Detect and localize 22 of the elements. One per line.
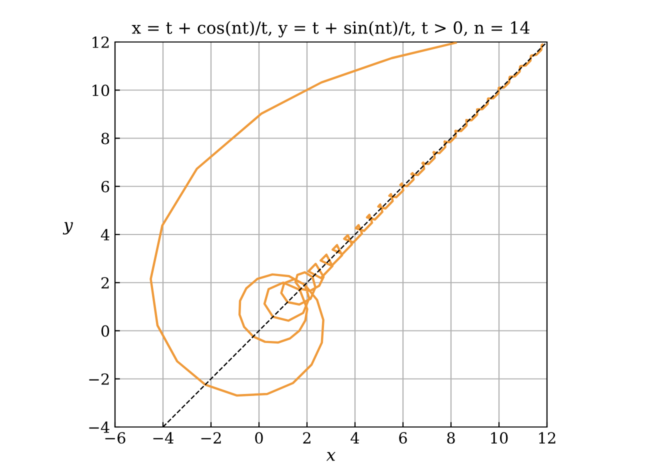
x-tick-label: 12 xyxy=(539,432,556,444)
x-axis-title: x xyxy=(326,452,336,461)
x-tick-label: 10 xyxy=(491,432,508,444)
y-tick-label: 8 xyxy=(101,132,110,144)
y-axis-title: y xyxy=(62,222,74,234)
x-tick-label: −6 xyxy=(105,432,126,444)
y-tick-label: 4 xyxy=(100,228,110,240)
x-tick-label: 8 xyxy=(447,432,455,444)
x-tick-label: 2 xyxy=(303,432,310,444)
x-tick-label: 4 xyxy=(350,432,360,444)
x-tick-label: −2 xyxy=(201,432,221,444)
chart-title: x = t + cos(nt)/t, y = t + sin(nt)/t, t > 0, n = 14 xyxy=(132,21,530,38)
x-tick-label: −4 xyxy=(153,432,174,444)
y-tick-label: 6 xyxy=(101,180,110,192)
x-tick-label: 6 xyxy=(399,432,407,444)
y-tick-label: 12 xyxy=(92,36,109,48)
y-tick-label: −4 xyxy=(89,421,110,433)
y-tick-label: 2 xyxy=(101,277,109,288)
x-tick-label: 0 xyxy=(255,432,263,444)
y-tick-label: 10 xyxy=(92,84,110,96)
y-tick-label: −2 xyxy=(89,373,109,385)
y-tick-label: 0 xyxy=(101,325,110,337)
